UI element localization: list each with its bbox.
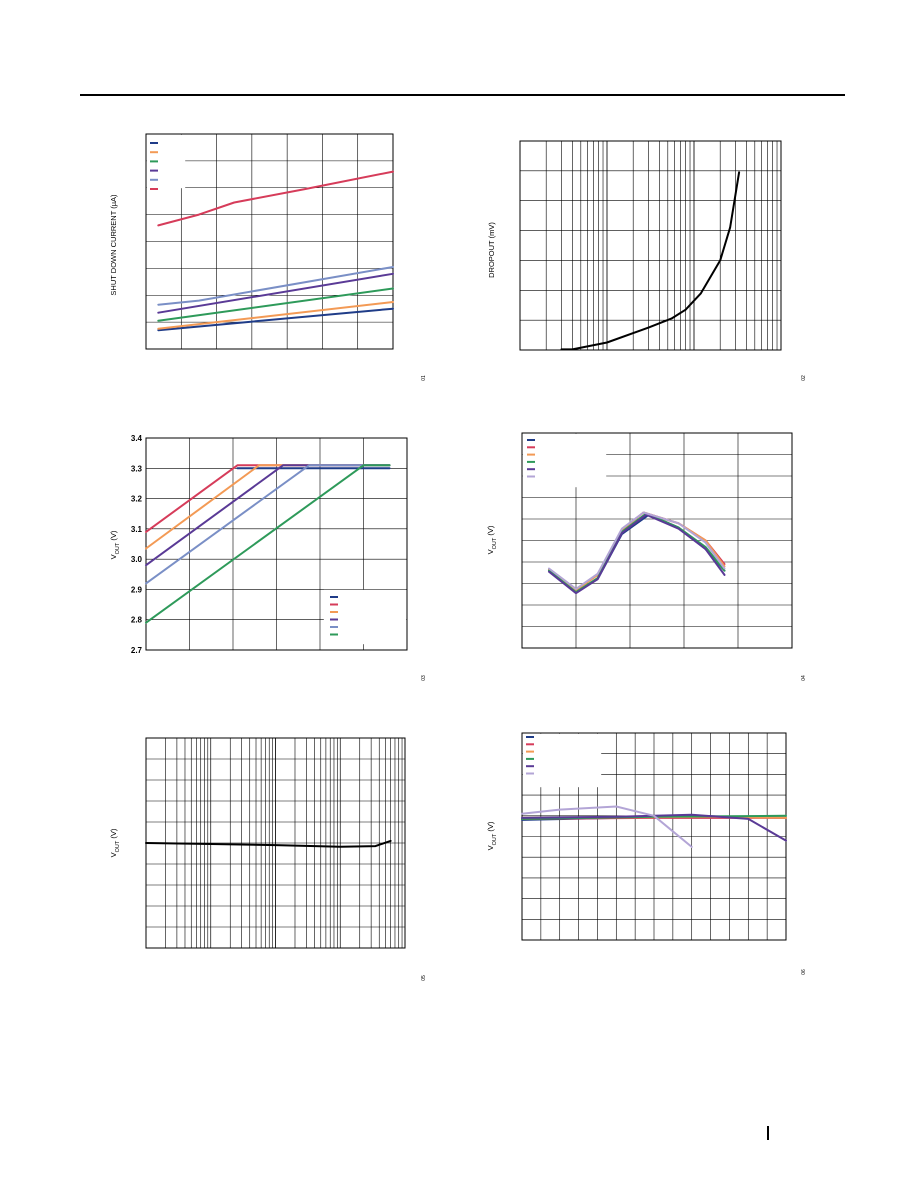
series-line-4 bbox=[157, 272, 394, 314]
series-line-2 bbox=[157, 301, 394, 330]
series-line-5 bbox=[157, 266, 394, 306]
series-line-3 bbox=[145, 464, 391, 550]
series-line-6 bbox=[145, 464, 391, 624]
plot-frame bbox=[521, 432, 793, 649]
y-axis-label: VOUT (V) bbox=[109, 828, 121, 857]
y-axis-label: VOUT (V) bbox=[109, 530, 121, 559]
series-line-4 bbox=[548, 512, 726, 594]
chart-6: VOUT (V) 06 bbox=[486, 732, 807, 975]
legend-box bbox=[522, 733, 602, 788]
legend-box bbox=[522, 433, 607, 488]
series-line-3 bbox=[157, 287, 394, 322]
y-tick-label: 2.8 bbox=[131, 616, 143, 625]
chart-3: 3.4 3.3 3.2 3.1 3.0 2.9 2.8 2.7 VOUT (V) 03 bbox=[109, 434, 427, 681]
y-axis-label: DROPOUT (mV) bbox=[487, 222, 496, 278]
y-tick-label: 3.3 bbox=[131, 464, 143, 473]
figure-tag: 02 bbox=[801, 375, 807, 381]
plot-frame bbox=[521, 732, 787, 941]
series-line-1 bbox=[560, 171, 741, 351]
series-line-4 bbox=[145, 464, 391, 567]
series-line-1 bbox=[145, 839, 392, 848]
plot-frame bbox=[145, 133, 394, 350]
y-axis-label: VOUT (V) bbox=[486, 525, 498, 554]
y-tick-label: 2.9 bbox=[131, 585, 143, 594]
plot-frame bbox=[519, 140, 782, 351]
chart-5: VOUT (V) 05 bbox=[109, 737, 427, 981]
header-rule bbox=[80, 94, 845, 96]
y-axis-label-unit: (V) bbox=[486, 525, 495, 538]
plot-frame bbox=[145, 437, 408, 651]
series-line-5 bbox=[145, 464, 391, 585]
y-axis-label: VOUT (V) bbox=[486, 821, 498, 850]
chart-2: DROPOUT (mV) 02 bbox=[487, 140, 807, 381]
y-axis-label-subscript: OUT bbox=[115, 542, 121, 554]
y-axis-label-subscript: OUT bbox=[115, 840, 121, 852]
series-line-6 bbox=[157, 170, 394, 227]
y-axis-label-unit: (V) bbox=[486, 821, 495, 834]
chart-1: SHUT DOWN CURRENT (µA) 01 bbox=[109, 133, 427, 381]
series-line-1 bbox=[157, 307, 394, 332]
y-tick-label: 3.1 bbox=[131, 525, 143, 534]
y-tick-label: 3.0 bbox=[131, 555, 143, 564]
figure-tag: 06 bbox=[801, 969, 807, 975]
y-axis-label-unit: (V) bbox=[109, 530, 118, 543]
y-axis-label-subscript: OUT bbox=[492, 537, 498, 549]
footer-bar bbox=[767, 1126, 769, 1140]
series-line-6 bbox=[521, 805, 693, 848]
y-tick-label: 3.2 bbox=[131, 495, 143, 504]
figure-tag: 04 bbox=[801, 675, 807, 681]
chart-4: VOUT (V) 04 bbox=[486, 432, 807, 681]
y-axis-label: SHUT DOWN CURRENT (µA) bbox=[109, 194, 118, 296]
figure-tag: 03 bbox=[421, 675, 427, 681]
series-line-1 bbox=[548, 513, 726, 594]
figure-tag: 05 bbox=[421, 975, 427, 981]
y-axis-label-subscript: OUT bbox=[492, 833, 498, 845]
y-tick-label: 2.7 bbox=[131, 646, 143, 655]
series-line-5 bbox=[521, 813, 787, 842]
series-line-5 bbox=[548, 513, 726, 595]
series-line-6 bbox=[548, 511, 726, 590]
figure-tag: 01 bbox=[421, 375, 427, 381]
y-tick-label: 3.4 bbox=[131, 434, 143, 443]
y-axis-label-unit: (V) bbox=[109, 828, 118, 841]
